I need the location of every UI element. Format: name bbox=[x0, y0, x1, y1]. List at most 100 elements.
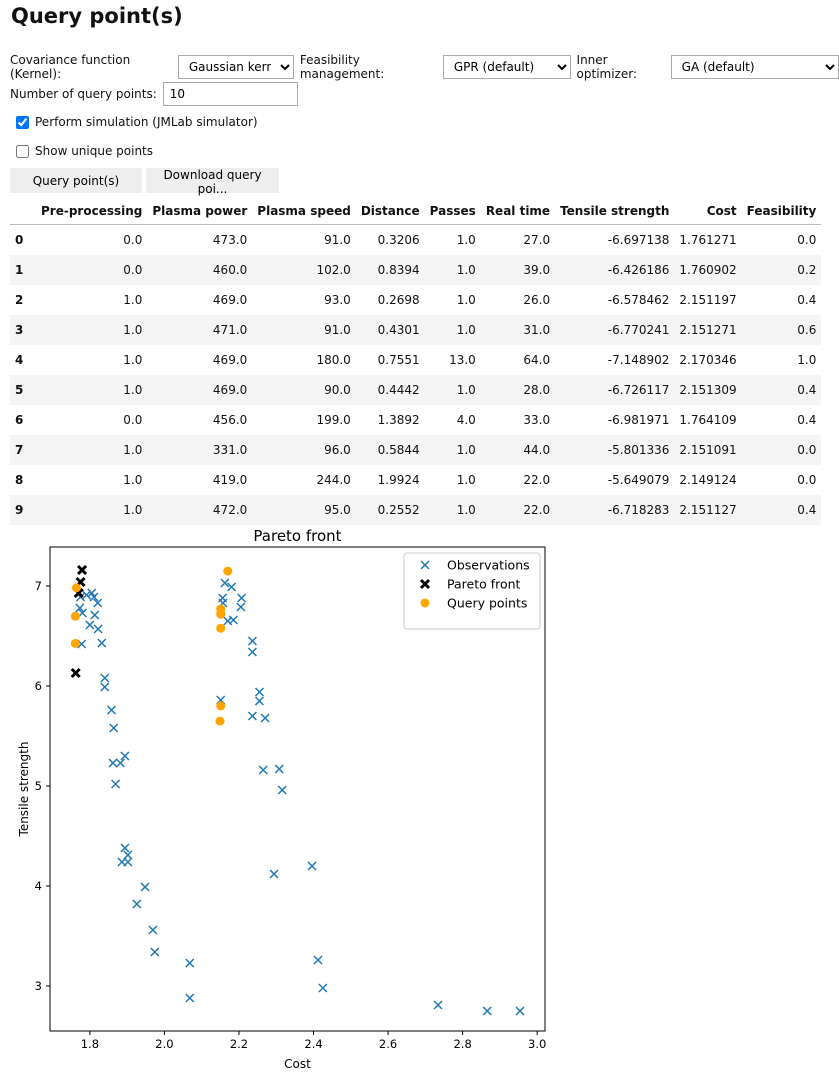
table-cell: 8 bbox=[15, 473, 24, 487]
table-cell: -6.770241 bbox=[607, 323, 670, 337]
column-header: Pre-processing bbox=[41, 204, 143, 218]
table-cell: 64.0 bbox=[523, 353, 551, 367]
observation-point bbox=[247, 711, 257, 721]
download-query-points-button[interactable]: Download query poi... bbox=[146, 168, 279, 196]
table-cell: 473.0 bbox=[212, 233, 248, 247]
query-results-table: Pre-processing Plasma power Plasma speed Di… bbox=[10, 198, 822, 525]
observation-point bbox=[148, 925, 158, 935]
observation-point bbox=[220, 578, 230, 588]
observation-point bbox=[260, 713, 270, 723]
table-cell: 2.149124 bbox=[679, 473, 737, 487]
simulation-checkbox[interactable] bbox=[16, 115, 29, 129]
y-tick-label: 5 bbox=[35, 779, 42, 793]
query-point bbox=[71, 583, 81, 593]
optimizer-select[interactable]: GA (default) bbox=[670, 55, 839, 79]
x-tick-label: 2.6 bbox=[379, 1037, 397, 1051]
observation-point bbox=[81, 590, 92, 600]
column-header: Cost bbox=[706, 204, 737, 218]
observation-point bbox=[254, 687, 265, 697]
table-cell: 22.0 bbox=[523, 473, 551, 487]
legend-box bbox=[403, 552, 541, 630]
pareto-point bbox=[76, 564, 88, 576]
table-cell: 0.3206 bbox=[377, 233, 420, 247]
query-point bbox=[223, 566, 233, 576]
table-cell: 469.0 bbox=[212, 353, 248, 367]
legend-marker bbox=[420, 560, 430, 570]
observation-point bbox=[123, 850, 133, 860]
page-title: Query point(s) bbox=[11, 4, 183, 28]
x-tick-label: 3.0 bbox=[528, 1037, 546, 1051]
table-cell: 2.151309 bbox=[679, 383, 737, 397]
x-tick-label: 2.8 bbox=[453, 1037, 471, 1051]
observation-point bbox=[123, 857, 133, 867]
observation-point bbox=[90, 610, 100, 620]
observation-point bbox=[111, 779, 121, 789]
x-tick-label: 1.8 bbox=[81, 1037, 99, 1051]
observation-point bbox=[185, 993, 195, 1003]
column-header: Distance bbox=[360, 204, 420, 218]
pareto-front-chart: Pareto front 1.8 2.0 2.2 2.4 2.6 2.8 3.0 3 4 5 6 7 Co… bbox=[17, 527, 546, 1071]
observation-point bbox=[433, 1000, 443, 1010]
observation-point bbox=[247, 647, 257, 657]
table-row: 1 0.0 460.0 102.0 0.8394 1.0 39.0 -6.426186 1.76… bbox=[10, 255, 822, 285]
table-cell: 1.761271 bbox=[679, 233, 737, 247]
table-cell: 331.0 bbox=[212, 443, 248, 457]
table-cell: 3 bbox=[15, 323, 24, 337]
observation-point bbox=[185, 958, 195, 968]
observation-point bbox=[274, 764, 284, 774]
table-cell: 1.0 bbox=[797, 353, 817, 367]
table-cell: 1 bbox=[15, 263, 24, 277]
observation-point bbox=[100, 682, 110, 692]
table-cell: 0.4301 bbox=[377, 323, 420, 337]
table-row: 9 1.0 472.0 95.0 0.2552 1.0 22.0 -6.718283 2.151… bbox=[10, 495, 822, 525]
table-cell: 1.764109 bbox=[679, 413, 737, 427]
table-cell: 0.0 bbox=[123, 233, 143, 247]
table-cell: 13.0 bbox=[449, 353, 476, 367]
table-cell: 39.0 bbox=[523, 263, 551, 277]
table-cell: 244.0 bbox=[316, 473, 351, 487]
table-cell: 0.0 bbox=[123, 263, 143, 277]
table-cell: 0.4 bbox=[797, 413, 817, 427]
table-cell: 0.0 bbox=[797, 473, 817, 487]
unique-points-checkbox[interactable] bbox=[16, 144, 29, 158]
table-cell: 22.0 bbox=[523, 503, 551, 517]
observation-point bbox=[236, 602, 246, 612]
observation-point bbox=[75, 603, 85, 613]
observation-point bbox=[115, 758, 125, 768]
table-cell: 0.2552 bbox=[377, 503, 420, 517]
observation-point bbox=[482, 1006, 492, 1016]
table-cell: -7.148902 bbox=[607, 353, 670, 367]
column-header: Tensile strength bbox=[560, 204, 670, 218]
query-point bbox=[216, 701, 226, 711]
legend-label: Pareto front bbox=[447, 577, 521, 592]
table-cell: 2 bbox=[15, 293, 24, 307]
kernel-select[interactable]: Gaussian kernel bbox=[177, 55, 294, 79]
table-cell: 469.0 bbox=[212, 383, 248, 397]
query-point bbox=[216, 623, 226, 633]
table-cell: 0.4 bbox=[797, 293, 817, 307]
column-header: Passes bbox=[429, 204, 476, 218]
table-cell: 2.151197 bbox=[679, 293, 737, 307]
table-cell: 2.151271 bbox=[679, 323, 737, 337]
observation-point bbox=[269, 869, 279, 879]
x-axis-label: Cost bbox=[284, 1057, 311, 1071]
table-cell: 93.0 bbox=[324, 293, 351, 307]
table-cell: 1.0 bbox=[123, 383, 143, 397]
table-cell: 0.7551 bbox=[377, 353, 420, 367]
column-header: Plasma power bbox=[152, 204, 248, 218]
table-cell: 5 bbox=[15, 383, 24, 397]
kernel-label: Covariance function (Kernel): bbox=[10, 53, 131, 81]
table-row: 8 1.0 419.0 244.0 1.9924 1.0 22.0 -5.649079 2.14… bbox=[10, 465, 821, 495]
query-count-input[interactable] bbox=[162, 82, 298, 106]
table-row: 7 1.0 331.0 96.0 0.5844 1.0 44.0 -5.801336 2.151… bbox=[10, 435, 822, 465]
observation-point bbox=[150, 947, 160, 957]
query-point bbox=[215, 716, 225, 726]
y-axis-label: Tensile strength bbox=[17, 742, 31, 838]
table-row: 3 1.0 471.0 91.0 0.4301 1.0 31.0 -6.770241 2.151… bbox=[10, 315, 822, 345]
query-points-button[interactable]: Query point(s) bbox=[10, 168, 142, 193]
pareto-point bbox=[70, 667, 81, 679]
table-cell: -6.726117 bbox=[607, 383, 670, 397]
observation-point bbox=[120, 843, 130, 853]
feasibility-select[interactable]: GPR (default) bbox=[442, 55, 571, 79]
observation-point bbox=[226, 582, 237, 592]
